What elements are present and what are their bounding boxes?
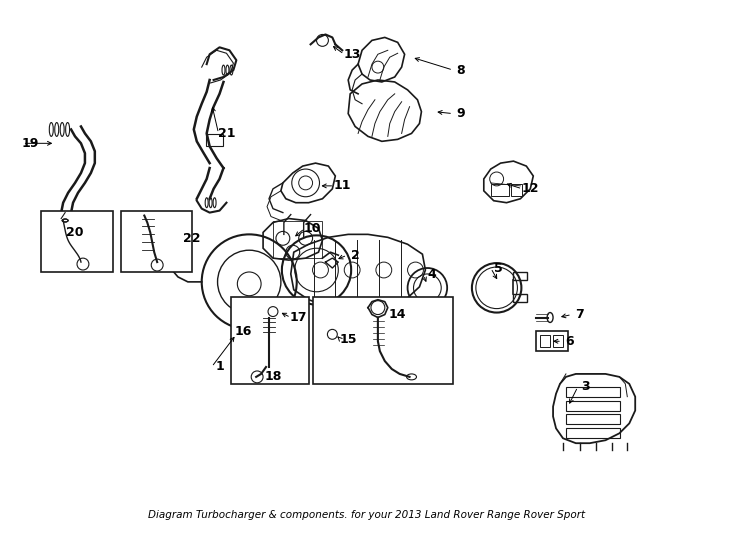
Text: 17: 17 [290, 311, 308, 324]
Text: 6: 6 [566, 335, 574, 348]
Text: 22: 22 [183, 232, 200, 245]
Text: 20: 20 [66, 226, 84, 239]
Text: 1: 1 [215, 361, 224, 374]
Text: 10: 10 [304, 222, 321, 235]
Text: 2: 2 [351, 248, 360, 262]
Bar [566, 428, 620, 438]
Bar [231, 296, 308, 384]
Bar [514, 294, 527, 302]
Text: 7: 7 [575, 308, 584, 321]
Text: 12: 12 [522, 183, 539, 195]
Text: 3: 3 [581, 380, 590, 393]
Bar [41, 211, 112, 272]
Bar [273, 220, 322, 258]
Bar [566, 401, 620, 410]
Text: 14: 14 [389, 308, 407, 321]
Text: 13: 13 [344, 48, 361, 60]
Bar [540, 335, 550, 347]
Bar [511, 184, 523, 196]
Text: 11: 11 [333, 179, 351, 192]
Text: 4: 4 [427, 268, 436, 281]
Bar [566, 387, 620, 397]
Bar [553, 335, 563, 347]
Bar [206, 134, 223, 146]
Text: 19: 19 [22, 137, 39, 150]
Bar [537, 332, 568, 351]
Text: 21: 21 [218, 127, 235, 140]
Text: 9: 9 [457, 107, 465, 120]
Bar [514, 272, 527, 280]
Text: Diagram Turbocharger & components. for your 2013 Land Rover Range Rover Sport: Diagram Turbocharger & components. for y… [148, 510, 586, 521]
Bar [491, 184, 509, 196]
Text: 5: 5 [494, 261, 503, 274]
Text: 18: 18 [264, 370, 282, 383]
Bar [313, 296, 453, 384]
Text: 8: 8 [457, 64, 465, 77]
Text: 16: 16 [235, 325, 252, 338]
Bar [566, 415, 620, 424]
Text: 15: 15 [339, 333, 357, 346]
Bar [120, 211, 192, 272]
